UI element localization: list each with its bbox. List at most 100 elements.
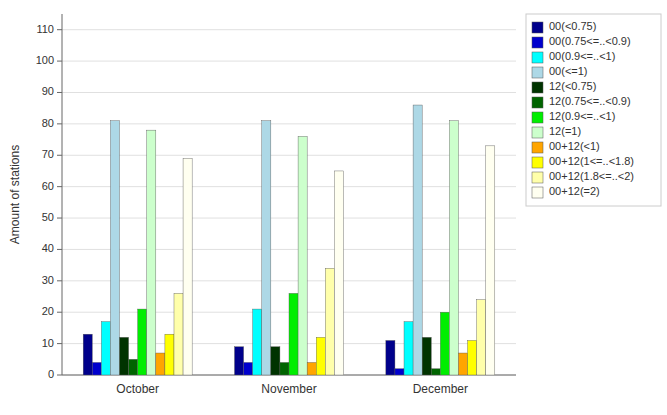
y-tick-label: 70	[42, 148, 54, 160]
bar	[129, 359, 138, 375]
legend-label: 00+12(1.8<=..<2)	[549, 170, 634, 182]
grid-line	[62, 280, 516, 281]
bar	[404, 322, 413, 375]
legend-label: 00(<=1)	[549, 65, 588, 77]
grid-line	[62, 218, 516, 219]
axes: 0 10 20 30 40 50 60 70 80 90 100 110 October November…	[36, 14, 516, 396]
bar	[280, 362, 289, 375]
y-tick	[57, 249, 62, 250]
grid-line	[62, 186, 516, 187]
bar	[316, 337, 325, 375]
bar	[147, 130, 156, 375]
y-tick-label: 80	[42, 117, 54, 129]
y-tick	[57, 218, 62, 219]
grid-line	[62, 123, 516, 124]
legend: 00(<0.75) 00(0.75<=..<0.9) 00(0.9<=..<1) 00…	[526, 14, 661, 206]
y-tick-label: 90	[42, 85, 54, 97]
bar	[271, 347, 280, 375]
legend-label: 00+12(=2)	[549, 185, 600, 197]
bar	[83, 334, 92, 375]
grid-line	[62, 29, 516, 30]
bar	[458, 353, 467, 375]
bar	[253, 309, 262, 375]
bar	[262, 121, 271, 375]
grid-line	[62, 155, 516, 156]
y-tick	[57, 155, 62, 156]
bar	[422, 337, 431, 375]
y-tick-label: 10	[42, 337, 54, 349]
y-tick	[57, 343, 62, 344]
y-tick	[57, 280, 62, 281]
bar	[386, 340, 395, 375]
grid	[62, 30, 516, 375]
bar	[289, 293, 298, 375]
legend-swatch	[532, 112, 543, 123]
bar	[334, 171, 343, 375]
x-tick-label: October	[116, 382, 159, 396]
bar	[431, 369, 440, 375]
bar	[440, 312, 449, 375]
grid-line	[62, 92, 516, 93]
legend-swatch	[532, 157, 543, 168]
y-tick	[57, 186, 62, 187]
bar	[298, 136, 307, 375]
legend-label: 12(0.75<=..<0.9)	[549, 95, 631, 107]
legend-swatch	[532, 67, 543, 78]
y-tick-label: 100	[36, 54, 54, 66]
y-tick	[57, 375, 62, 376]
chart: 0 10 20 30 40 50 60 70 80 90 100 110 October November…	[0, 0, 667, 415]
legend-label: 12(<0.75)	[549, 80, 596, 92]
legend-swatch	[532, 187, 543, 198]
bar	[174, 293, 183, 375]
bar	[92, 362, 101, 375]
legend-label: 00(0.75<=..<0.9)	[549, 35, 631, 47]
legend-swatch	[532, 142, 543, 153]
legend-swatch	[532, 97, 543, 108]
legend-box	[526, 14, 661, 206]
bar	[486, 146, 495, 375]
bar	[413, 105, 422, 375]
legend-swatch	[532, 82, 543, 93]
legend-label: 00(<0.75)	[549, 20, 596, 32]
bar	[449, 121, 458, 375]
legend-label: 00+12(<1)	[549, 140, 600, 152]
bar	[468, 340, 477, 375]
legend-label: 00(0.9<=..<1)	[549, 50, 615, 62]
bar	[110, 121, 119, 375]
y-tick-label: 30	[42, 274, 54, 286]
legend-swatch	[532, 52, 543, 63]
y-tick	[57, 92, 62, 93]
y-tick	[57, 312, 62, 313]
grid-line	[62, 61, 516, 62]
bars	[83, 105, 495, 375]
y-axis-label: Amount of stations	[8, 145, 22, 244]
legend-swatch	[532, 22, 543, 33]
y-tick-label: 20	[42, 305, 54, 317]
x-tick-label: December	[413, 382, 468, 396]
bar	[244, 362, 253, 375]
legend-swatch	[532, 37, 543, 48]
bar	[325, 268, 334, 375]
bar	[395, 369, 404, 375]
y-tick	[57, 61, 62, 62]
y-tick-label: 40	[42, 242, 54, 254]
legend-label: 00+12(1<=..<1.8)	[549, 155, 634, 167]
y-tick	[57, 123, 62, 124]
y-tick-label: 110	[36, 23, 54, 35]
y-tick	[57, 29, 62, 30]
legend-swatch	[532, 127, 543, 138]
legend-label: 12(0.9<=..<1)	[549, 110, 615, 122]
bar	[477, 300, 486, 375]
legend-label: 12(=1)	[549, 125, 581, 137]
y-tick-label: 0	[48, 368, 54, 380]
x-tick-label: November	[261, 382, 316, 396]
bar	[156, 353, 165, 375]
bar	[138, 309, 147, 375]
y-tick-label: 50	[42, 211, 54, 223]
grid-line	[62, 249, 516, 250]
bar	[235, 347, 244, 375]
bar	[120, 337, 129, 375]
legend-swatch	[532, 172, 543, 183]
bar	[183, 158, 192, 375]
y-tick-label: 60	[42, 180, 54, 192]
